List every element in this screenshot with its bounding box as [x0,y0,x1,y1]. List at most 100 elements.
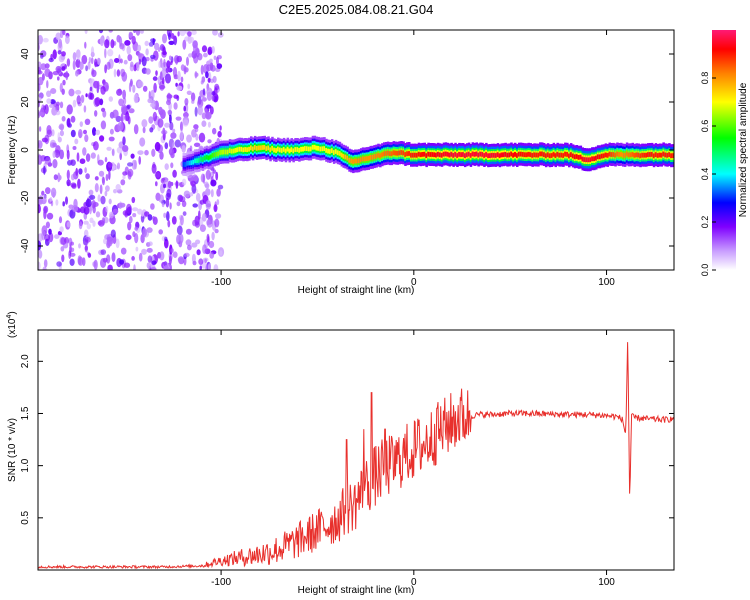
noise-blob [95,129,101,136]
noise-blob [57,76,60,81]
noise-blob [170,132,177,139]
noise-blob [152,76,158,81]
colorbar: 0.0 0.2 0.4 0.6 0.8 Normalized spectral ampl… [700,30,749,276]
ridge-cell [381,152,384,158]
ridge-cell [298,147,301,153]
noise-blob [48,228,52,235]
noise-blob [78,256,84,266]
ridge-cell [406,151,409,157]
noise-blob [108,136,115,142]
noise-blob [117,121,124,132]
noise-blob [105,205,109,213]
noise-blob [167,220,171,228]
noise-blob [46,80,49,89]
noise-blob [64,64,67,70]
noise-blob [166,94,173,99]
noise-blob [138,252,143,262]
noise-blob [83,105,87,113]
spectrogram-panel: -100 0 100 -40 -20 0 20 40 Height of straight … [7,29,675,296]
noise-blob [207,139,212,144]
noise-blob [167,180,172,189]
noise-blob [53,174,58,181]
noise-blob [91,68,95,75]
noise-blob [123,59,128,65]
noise-blob [78,221,83,230]
noise-blob [179,30,186,37]
noise-blob [88,92,93,100]
noise-blob [205,188,211,196]
ridge-cell [498,153,502,159]
noise-blob [101,217,106,226]
noise-blob [151,163,157,174]
noise-blob [207,236,210,246]
noise-blob [192,219,198,227]
ridge-cell [477,152,480,158]
noise-blob [75,167,78,176]
ridge-cell [302,146,305,152]
noise-blob [46,90,52,98]
noise-blob [144,211,150,217]
ridge-cell [664,152,667,158]
noise-blob [90,46,95,56]
ridge-cell [579,154,583,160]
noise-blob [55,32,62,41]
ridge-cell [648,152,652,157]
ridge-cell [367,156,371,161]
noise-blob [155,181,158,187]
ridge-cell [539,151,542,157]
noise-blob [135,246,139,252]
ridge-cell [589,157,592,163]
ridge-cell [668,152,671,157]
noise-blob [138,58,142,65]
ridge-cell [448,152,451,158]
ridge-cell [336,150,340,156]
noise-blob [78,129,83,139]
ridge-cell [344,154,347,160]
snr-multiplier-base: (x10 [7,318,18,338]
noise-blob [179,130,184,141]
ridge-cell [223,149,226,155]
colorbar-tick-label: 0.2 [700,216,710,229]
ridge-cell [533,152,536,158]
noise-blob [59,130,64,137]
ridge-cell [319,146,322,152]
noise-blob [205,169,211,180]
ridge-cell [300,146,303,152]
noise-blob [62,79,66,86]
noise-blob [176,225,183,235]
noise-blob [167,109,173,115]
ridge-cell [184,162,187,167]
noise-blob [146,262,152,269]
ridge-cell [593,156,596,162]
noise-blob [120,247,127,255]
ridge-cell [342,153,345,159]
noise-blob [194,71,198,79]
noise-blob [154,172,161,178]
noise-blob [45,221,51,229]
ridge-cell [357,158,361,164]
ridge-cell [438,152,442,158]
ridge-cell [523,152,527,158]
noise-blob [94,183,99,193]
ridge-cell [566,152,569,157]
noise-blob [76,152,80,162]
noise-blob [186,90,192,96]
ridge-cell [542,152,546,157]
noise-blob [123,262,131,268]
ridge-cell [440,152,444,158]
ridge-cell [240,146,243,152]
noise-blob [138,156,141,165]
snr-multiplier-exponent: 4 [6,315,13,319]
ridge-cell [527,151,530,157]
noise-blob [146,227,153,233]
noise-blob [189,145,193,152]
ridge-cell [369,155,372,160]
noise-blob [99,184,103,195]
ridge-cell [211,153,214,158]
ridge-cell [521,152,525,157]
noise-blob [105,185,110,192]
ridge-cell [433,152,436,158]
noise-blob [38,140,43,149]
noise-blob [84,134,89,143]
ridge-cell [546,152,550,158]
